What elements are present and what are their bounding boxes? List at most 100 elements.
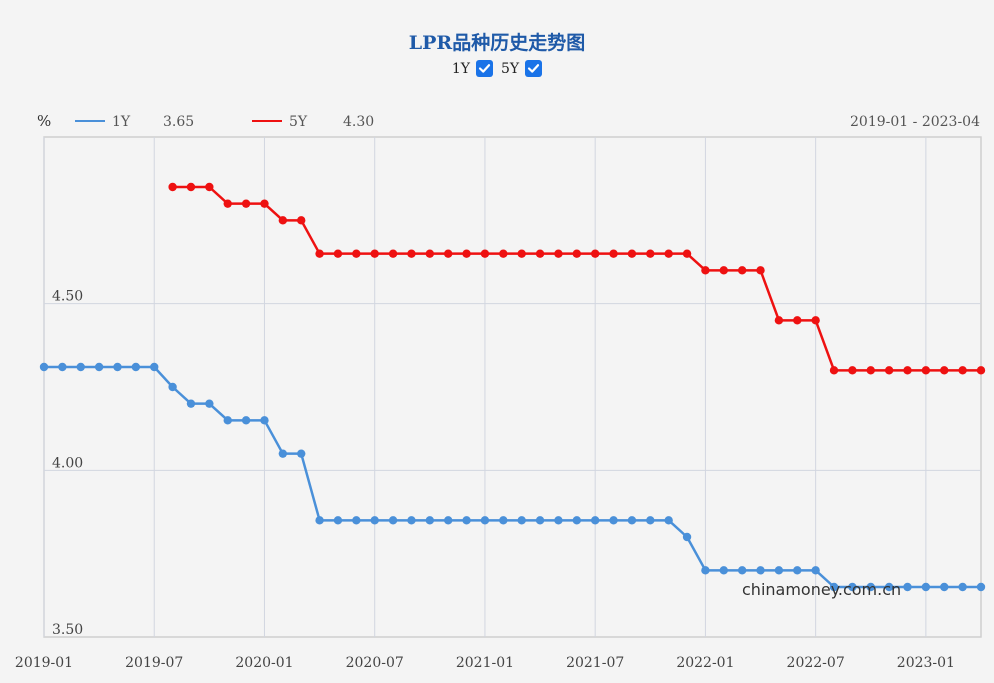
data-point-1y [278,449,288,458]
data-point-1y [811,566,820,575]
data-point-5y [811,316,820,325]
data-point-1y [241,416,251,425]
data-point-5y [241,199,251,208]
checkbox-checked-icon[interactable] [476,60,493,77]
series-group [39,182,986,592]
data-point-1y [260,416,269,425]
data-point-1y [388,516,398,525]
data-point-1y [39,362,49,372]
data-point-1y [535,516,545,525]
data-point-5y [407,249,416,258]
data-point-1y [572,516,581,525]
data-point-1y [793,566,802,575]
chart-legend: % 1Y 3.65 5Y 4.30 2019-01 - 2023-04 [37,112,980,130]
data-point-5y [223,199,232,208]
data-point-5y [260,199,269,208]
data-point-5y [554,249,563,258]
data-point-1y [590,516,600,525]
date-range-label: 2019-01 - 2023-04 [850,114,980,130]
data-point-5y [535,249,545,258]
data-point-5y [278,216,288,225]
data-point-5y [958,366,967,375]
toggle-1y-label: 1Y [451,60,470,77]
legend-5y-name: 5Y [289,114,308,130]
data-point-1y [58,362,67,372]
x-axis-labels: 2019-01 2019-07 2020-01 2020-07 2021-01 2021-… [15,655,955,671]
data-point-1y [756,566,765,575]
x-tick-label: 2023-01 [897,655,955,671]
x-tick-label: 2022-07 [787,655,845,671]
x-tick-label: 2022-01 [676,655,734,671]
data-point-1y [370,516,379,525]
data-point-1y [297,449,306,458]
data-point-5y [370,249,379,258]
data-point-1y [958,582,967,592]
data-point-1y [407,516,416,525]
data-point-1y [462,516,471,525]
data-point-1y [646,516,655,525]
series-line-1y [44,365,981,589]
x-tick-label: 2020-07 [346,655,404,671]
data-point-1y [205,399,214,408]
data-point-1y [921,582,931,592]
data-point-1y [976,582,986,592]
data-point-1y [737,566,747,575]
toggle-5y[interactable]: 5Y [501,60,543,77]
data-point-5y [462,249,471,258]
data-point-1y [664,516,673,525]
data-point-1y [627,516,637,525]
data-point-5y [590,249,600,258]
data-point-5y [627,249,637,258]
data-point-5y [737,266,747,275]
y-unit-label: % [37,112,51,130]
data-point-1y [333,516,343,525]
data-point-1y [940,582,949,592]
y-tick-label: 4.50 [52,289,83,305]
checkbox-checked-icon[interactable] [525,60,543,77]
chart-title: LPR品种历史走势图 [408,32,586,54]
x-tick-label: 2021-01 [456,655,514,671]
toggle-5y-label: 5Y [501,60,520,77]
data-point-1y [444,516,453,525]
data-point-5y [774,316,784,325]
data-point-1y [499,516,508,525]
watermark: chinamoney.com.cn [742,580,901,599]
data-point-5y [903,366,912,375]
data-point-1y [352,516,361,525]
data-point-1y [774,566,784,575]
data-point-5y [921,366,931,375]
data-point-5y [444,249,453,258]
data-point-1y [884,582,894,592]
data-point-5y [719,266,728,275]
data-point-5y [848,366,857,375]
data-point-5y [205,182,214,192]
data-point-1y [609,516,618,525]
data-point-1y [682,532,692,542]
data-point-5y [940,366,949,375]
data-point-1y [425,516,435,525]
data-point-5y [646,249,655,258]
data-point-1y [186,399,196,408]
data-point-1y [480,516,490,525]
toggle-1y[interactable]: 1Y [452,60,493,77]
data-point-5y [186,182,196,192]
legend-1y-name: 1Y [112,114,131,130]
y-axis-labels: 4.50 4.00 3.50 [52,289,83,638]
grid-lines [43,137,981,637]
data-point-1y [131,362,141,372]
data-point-5y [480,249,490,258]
data-point-5y [168,182,177,192]
data-point-5y [609,249,618,258]
data-point-1y [150,362,159,372]
data-point-1y [554,516,563,525]
data-point-5y [664,249,673,258]
data-point-1y [829,582,839,592]
data-point-1y [517,516,526,525]
data-point-1y [903,582,912,592]
plot-area [43,136,982,638]
data-point-5y [499,249,508,258]
y-tick-label: 4.00 [52,455,83,471]
data-point-5y [976,366,986,375]
data-point-1y [223,416,232,425]
data-point-1y [719,566,728,575]
